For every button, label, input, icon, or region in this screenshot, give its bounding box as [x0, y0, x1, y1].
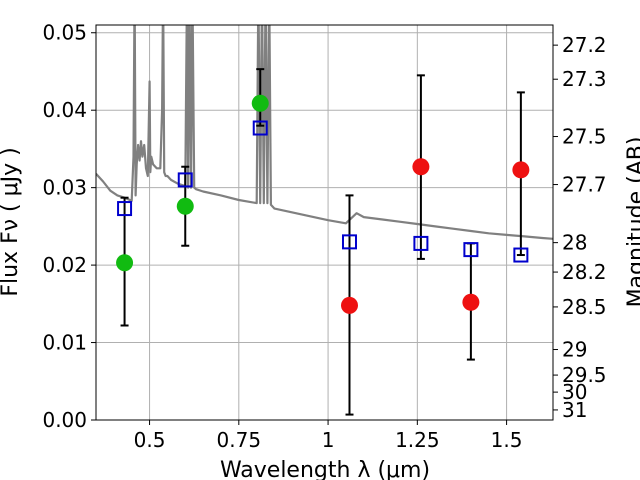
y2-tick-label: 28.2	[562, 260, 607, 284]
model-photometry-square	[463, 242, 479, 258]
x-tick-label: 0.75	[217, 428, 262, 452]
y2-tick-label: 29	[562, 338, 587, 362]
clipped-series	[96, 25, 553, 240]
x-tick-label: 1	[322, 428, 335, 452]
y2-tick-label: 31	[562, 398, 587, 422]
model-photometry-square	[117, 201, 133, 217]
x-axis-label: Wavelength λ (μm)	[220, 458, 430, 480]
y2-tick-label: 30	[562, 380, 587, 404]
y2-tick-label: 27.3	[562, 67, 607, 91]
model-photometry-square	[413, 235, 429, 251]
model-photometry-square	[513, 247, 529, 263]
model-photometry-square	[252, 120, 268, 136]
x-tick-label: 0.5	[134, 428, 166, 452]
observed-upper-point	[462, 293, 480, 311]
model-spectrum-line	[96, 25, 553, 240]
plot-series	[96, 25, 553, 416]
y2-tick-label: 28	[562, 231, 587, 255]
observed-upper-point	[340, 296, 358, 314]
observed-upper-point	[412, 158, 430, 176]
y-tick-label: 0.00	[42, 408, 87, 432]
axes: 0.5 0.75 1 1.25 1.5 0.00 0.01 0.02 0.03 0.04 0.05 2…	[42, 21, 606, 452]
observed-detected-point	[116, 254, 134, 272]
y-tick-label: 0.05	[42, 21, 87, 45]
y-tick-label: 0.02	[42, 253, 87, 277]
model-photometry-square	[177, 172, 193, 188]
y2-tick-label: 27.2	[562, 33, 607, 57]
y-tick-label: 0.01	[42, 331, 87, 355]
x-tick-label: 1.25	[395, 428, 440, 452]
model-photometry-square	[341, 234, 357, 250]
x-tick-label: 1.5	[491, 428, 523, 452]
y2-axis-label: Magnitude (AB)	[624, 137, 640, 308]
observed-detected-point	[251, 94, 269, 112]
y-tick-label: 0.03	[42, 176, 87, 200]
y2-tick-label: 29.5	[562, 363, 607, 387]
y-axis-label: Flux Fν ( μJy )	[0, 147, 23, 296]
y2-tick-label: 27.5	[562, 125, 607, 149]
y2-tick-label: 28.5	[562, 295, 607, 319]
plot-frame	[95, 24, 554, 421]
observed-detected-point	[176, 197, 194, 215]
observed-upper-point	[512, 161, 530, 179]
y-tick-label: 0.04	[42, 98, 87, 122]
y2-tick-label: 27.7	[562, 173, 607, 197]
